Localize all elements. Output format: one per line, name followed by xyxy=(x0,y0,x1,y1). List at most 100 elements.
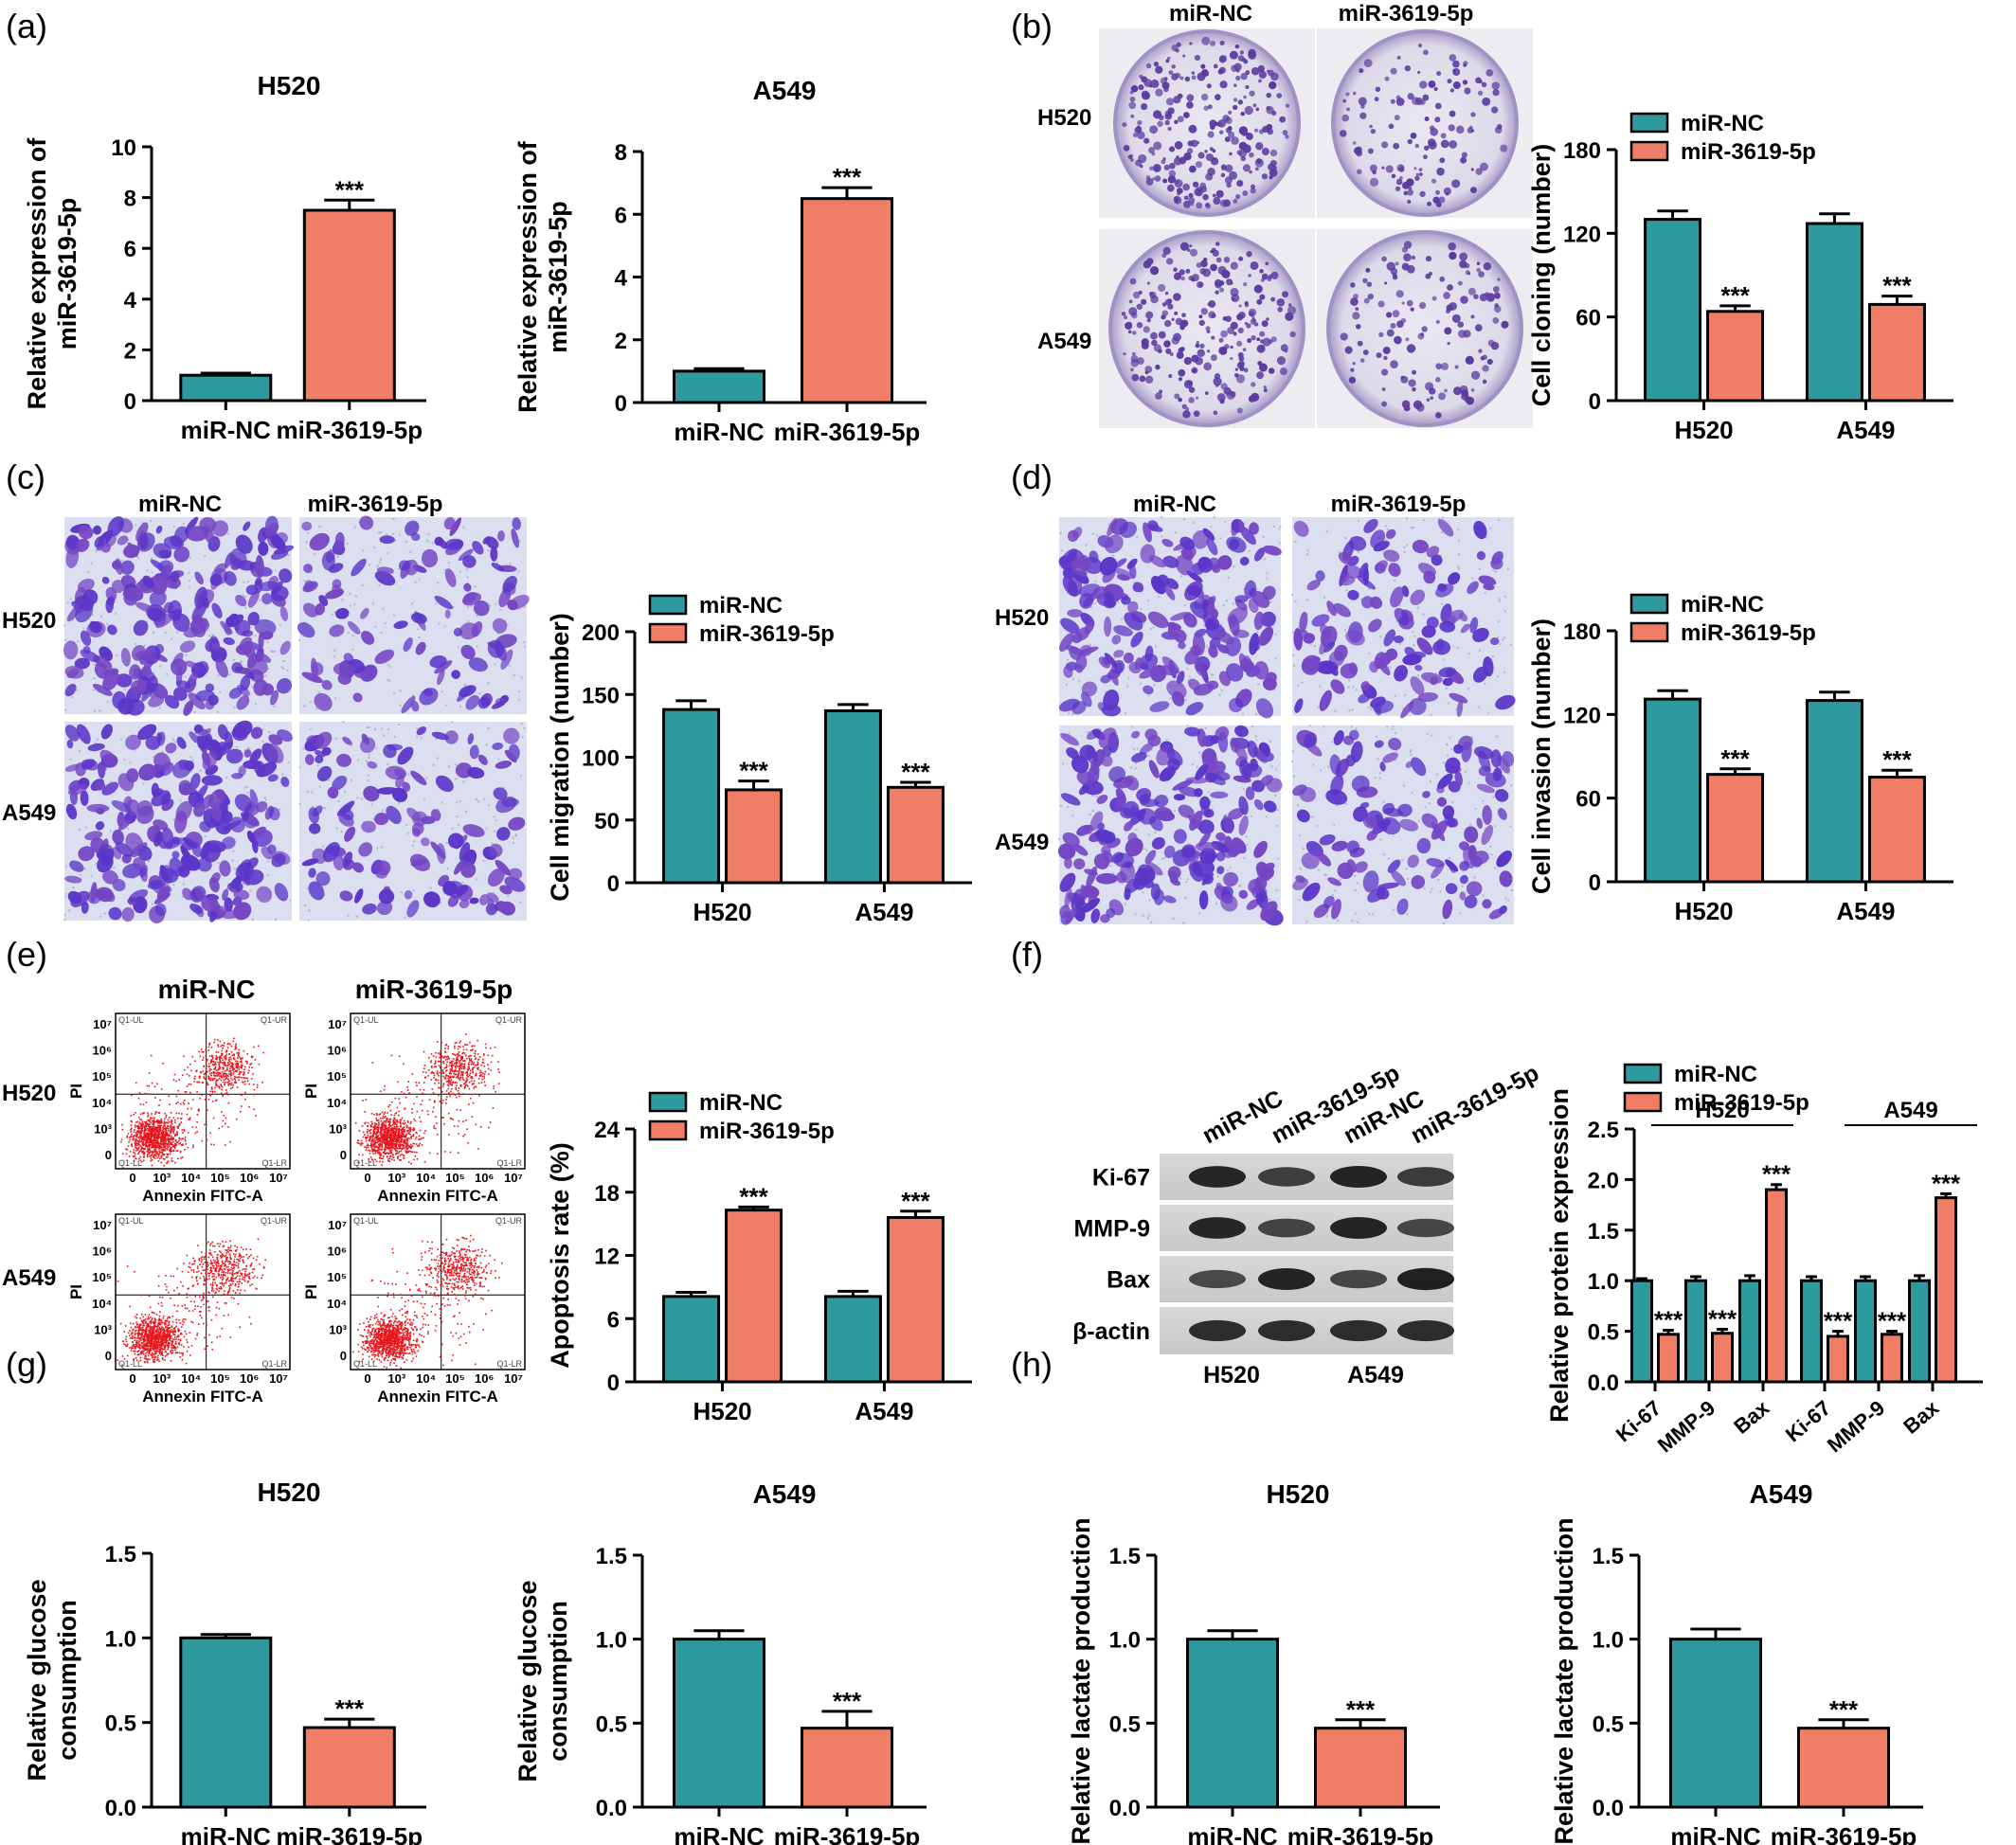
pore xyxy=(455,778,458,780)
stained-cell xyxy=(185,660,197,669)
pore xyxy=(1497,636,1500,638)
colony xyxy=(1210,124,1215,130)
colony xyxy=(1390,360,1398,368)
colony xyxy=(1492,286,1500,293)
event-dot xyxy=(230,1077,232,1080)
stained-cell xyxy=(236,695,250,710)
event-dot xyxy=(178,1079,181,1081)
event-dot xyxy=(184,1136,187,1138)
event-dot xyxy=(152,1143,153,1145)
colony xyxy=(1164,319,1172,328)
stained-cell xyxy=(460,644,476,659)
colony xyxy=(1355,323,1361,330)
colony xyxy=(1210,354,1217,362)
event-dot xyxy=(170,1137,172,1139)
pore xyxy=(1241,712,1245,715)
event-dot xyxy=(206,1109,208,1112)
pore xyxy=(1498,600,1501,602)
stained-cell xyxy=(77,578,95,593)
event-dot xyxy=(224,1055,225,1058)
event-dot xyxy=(130,1129,132,1131)
colony xyxy=(1191,71,1196,75)
pore xyxy=(146,569,149,572)
pore xyxy=(462,780,465,783)
stained-cell xyxy=(274,883,289,902)
colony xyxy=(1193,410,1200,418)
event-dot xyxy=(208,1066,211,1067)
pore xyxy=(1443,658,1446,661)
pore xyxy=(1205,645,1208,648)
colony xyxy=(1500,144,1508,152)
pore xyxy=(517,690,521,693)
pore xyxy=(465,568,469,571)
event-dot xyxy=(137,1153,139,1155)
pore xyxy=(287,761,290,764)
pore xyxy=(1345,589,1348,592)
pore xyxy=(1422,613,1425,616)
event-dot xyxy=(208,1043,210,1046)
stained-cell xyxy=(171,658,188,676)
pore xyxy=(1367,706,1371,709)
event-dot xyxy=(127,1133,130,1135)
pore xyxy=(399,690,402,692)
pore xyxy=(303,904,307,906)
stained-cell xyxy=(99,749,117,767)
colony xyxy=(1391,173,1396,179)
event-dot xyxy=(211,1101,214,1102)
pore xyxy=(412,840,416,843)
pore xyxy=(518,698,521,701)
pore xyxy=(340,830,343,833)
colony xyxy=(1279,367,1287,376)
colony xyxy=(1230,390,1236,398)
colony xyxy=(1182,112,1190,118)
stained-cell xyxy=(500,649,513,670)
pore xyxy=(1374,776,1377,779)
colony xyxy=(1189,248,1198,257)
stained-cell xyxy=(228,687,243,699)
stained-cell xyxy=(78,846,95,862)
pore xyxy=(1262,535,1265,538)
event-dot xyxy=(175,1144,178,1146)
invasion-col-label-mir: miR-3619-5p xyxy=(1331,492,1467,517)
event-dot xyxy=(151,1131,153,1133)
stained-cell xyxy=(117,698,135,715)
pore xyxy=(1356,882,1359,885)
event-dot xyxy=(194,1075,196,1078)
colony xyxy=(1130,84,1139,93)
event-dot xyxy=(136,1124,139,1127)
event-dot xyxy=(140,1135,142,1137)
event-dot xyxy=(172,1140,174,1143)
pore xyxy=(508,664,511,668)
colony xyxy=(1399,176,1403,180)
event-dot xyxy=(262,1051,264,1054)
pore xyxy=(1431,734,1433,737)
event-dot xyxy=(215,1069,218,1071)
stained-cell xyxy=(214,563,227,574)
event-dot xyxy=(231,1054,234,1057)
colony xyxy=(1231,136,1239,145)
event-dot xyxy=(170,1147,172,1150)
colony xyxy=(1195,161,1203,169)
pore xyxy=(1447,702,1450,705)
pore xyxy=(1065,683,1069,687)
colony xyxy=(1401,246,1408,253)
colony xyxy=(1202,268,1212,278)
pore xyxy=(458,824,460,827)
colony xyxy=(1218,66,1226,74)
colony xyxy=(1215,94,1221,100)
pore xyxy=(1354,912,1358,915)
pore xyxy=(1391,727,1394,730)
pore xyxy=(1451,800,1454,804)
event-dot xyxy=(157,1155,160,1157)
colony xyxy=(1179,76,1184,81)
pore xyxy=(1406,913,1409,916)
event-dot xyxy=(234,1048,237,1050)
stained-cell xyxy=(112,829,124,845)
pore xyxy=(1232,602,1235,605)
colony xyxy=(1220,330,1228,338)
event-dot xyxy=(138,1092,141,1094)
event-dot xyxy=(227,1081,230,1083)
colony xyxy=(1444,388,1448,393)
colony xyxy=(1131,351,1136,356)
colony xyxy=(1213,197,1221,206)
